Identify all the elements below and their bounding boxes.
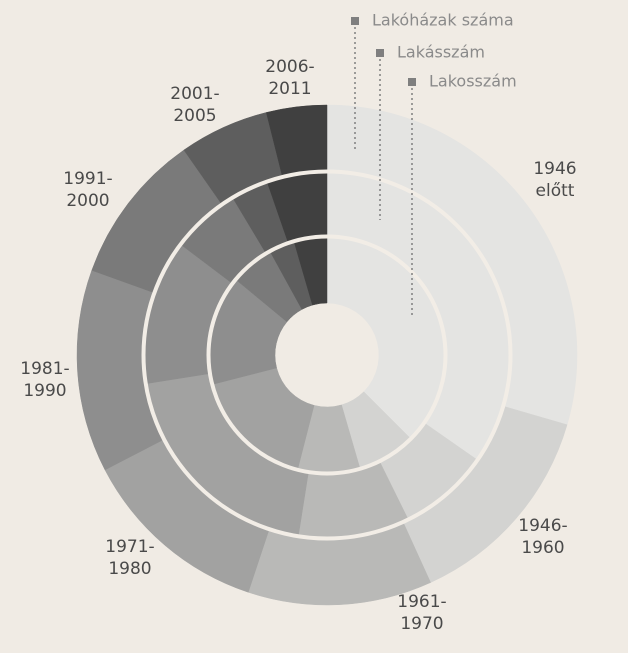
ring-separator — [206, 234, 448, 476]
category-label: 1946-1960 — [518, 516, 568, 558]
category-label: 2001-2005 — [170, 84, 220, 126]
legend-marker — [376, 49, 384, 57]
legend-marker — [408, 78, 416, 86]
legend-label: Lakásszám — [397, 43, 485, 62]
legend-marker — [351, 17, 359, 25]
category-label: 2006-2011 — [265, 57, 315, 99]
category-label: 1991-2000 — [63, 169, 113, 211]
category-label: 1981-1990 — [20, 359, 70, 401]
ring-separator — [141, 169, 513, 541]
category-label: 1961-1970 — [397, 592, 447, 634]
legend-label: Lakosszám — [429, 72, 517, 91]
legend-label: Lakóházak száma — [372, 11, 514, 30]
category-label: 1971-1980 — [105, 537, 155, 579]
category-label: 1946 előtt — [533, 159, 577, 201]
